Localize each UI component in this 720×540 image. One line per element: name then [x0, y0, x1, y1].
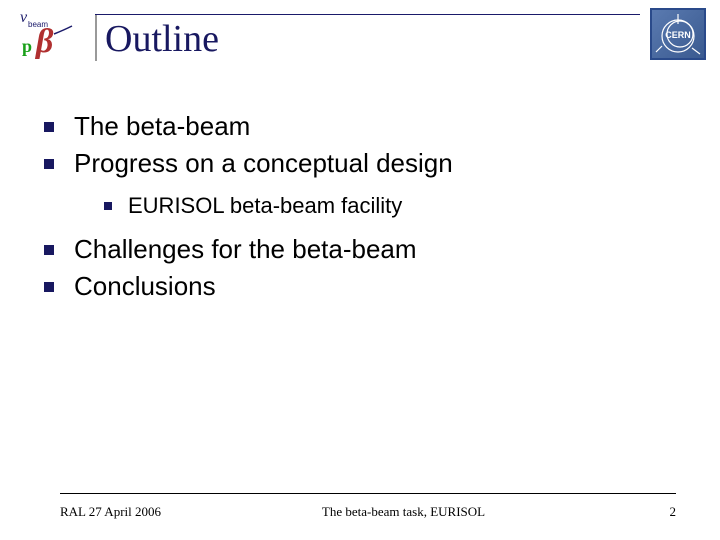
slide-header: ν beam p β Outline CERN [0, 0, 720, 80]
footer-rule [60, 493, 676, 494]
bullet-square-icon [104, 202, 112, 210]
list-item: EURISOL beta-beam facility [104, 193, 680, 219]
title-rule: Outline [95, 14, 640, 61]
svg-text:ν: ν [20, 9, 28, 26]
page-number: 2 [646, 504, 676, 520]
svg-text:β: β [34, 23, 54, 60]
list-item-text: Challenges for the beta-beam [74, 233, 417, 266]
list-item: Conclusions [44, 270, 680, 303]
list-item-text: The beta-beam [74, 110, 250, 143]
bullet-square-icon [44, 245, 54, 255]
bullet-square-icon [44, 282, 54, 292]
list-item: The beta-beam [44, 110, 680, 143]
cern-logo: CERN [650, 8, 706, 60]
slide-body: The beta-beam Progress on a conceptual d… [0, 80, 720, 302]
slide-footer: RAL 27 April 2006 The beta-beam task, EU… [0, 493, 720, 520]
list-item-text: EURISOL beta-beam facility [128, 193, 402, 219]
svg-text:p: p [22, 36, 32, 56]
footer-row: RAL 27 April 2006 The beta-beam task, EU… [60, 504, 676, 520]
list-item: Challenges for the beta-beam [44, 233, 680, 266]
bullet-square-icon [44, 122, 54, 132]
list-item: Progress on a conceptual design [44, 147, 680, 180]
list-item-text: Conclusions [74, 270, 216, 303]
svg-text:CERN: CERN [665, 30, 691, 40]
nubeta-beam-logo: ν beam p β [14, 8, 74, 60]
list-item-text: Progress on a conceptual design [74, 147, 453, 180]
bullet-square-icon [44, 159, 54, 169]
footer-title: The beta-beam task, EURISOL [161, 504, 646, 520]
slide-title: Outline [95, 15, 640, 61]
footer-date: RAL 27 April 2006 [60, 504, 161, 520]
